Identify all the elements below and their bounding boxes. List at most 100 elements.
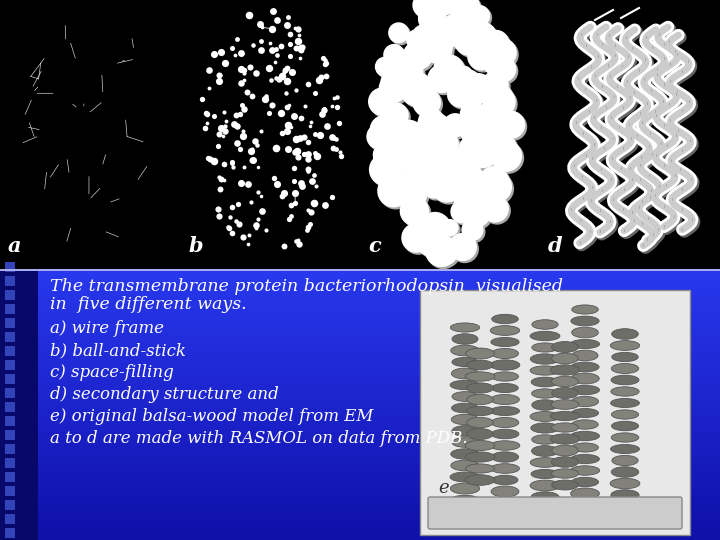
Circle shape xyxy=(429,70,448,87)
Circle shape xyxy=(448,0,467,17)
Ellipse shape xyxy=(451,414,479,424)
Bar xyxy=(0,523,720,529)
Circle shape xyxy=(462,199,492,230)
Bar xyxy=(5,430,15,440)
Circle shape xyxy=(380,162,404,186)
Circle shape xyxy=(418,163,443,188)
Ellipse shape xyxy=(452,392,478,401)
Bar xyxy=(0,355,720,362)
Circle shape xyxy=(384,45,404,65)
Circle shape xyxy=(418,230,444,256)
Bar xyxy=(0,436,720,443)
Circle shape xyxy=(471,8,492,28)
Bar xyxy=(0,528,720,535)
Ellipse shape xyxy=(467,417,493,428)
Circle shape xyxy=(483,173,513,204)
Circle shape xyxy=(454,6,480,32)
Circle shape xyxy=(406,158,423,174)
Circle shape xyxy=(400,197,428,225)
Circle shape xyxy=(461,138,488,165)
Circle shape xyxy=(467,112,485,130)
Circle shape xyxy=(456,66,472,82)
Circle shape xyxy=(409,32,429,52)
Text: c) space-filling: c) space-filling xyxy=(50,364,174,381)
Circle shape xyxy=(415,0,439,19)
Circle shape xyxy=(405,134,433,162)
Circle shape xyxy=(448,82,473,107)
Circle shape xyxy=(421,215,437,231)
Circle shape xyxy=(372,118,401,146)
Bar xyxy=(0,312,720,319)
Bar xyxy=(5,360,15,370)
Ellipse shape xyxy=(572,420,598,429)
Circle shape xyxy=(382,160,405,183)
Bar xyxy=(0,366,720,373)
Circle shape xyxy=(462,92,482,113)
Ellipse shape xyxy=(571,454,599,464)
Circle shape xyxy=(419,0,436,12)
Bar xyxy=(0,485,720,491)
Circle shape xyxy=(485,45,514,73)
Circle shape xyxy=(420,166,436,183)
Circle shape xyxy=(382,134,408,160)
Circle shape xyxy=(465,110,483,127)
Circle shape xyxy=(402,76,434,108)
Circle shape xyxy=(418,5,446,32)
Bar xyxy=(0,388,720,394)
Circle shape xyxy=(450,13,473,36)
Circle shape xyxy=(415,157,431,173)
Circle shape xyxy=(417,115,441,139)
Circle shape xyxy=(410,127,429,146)
Circle shape xyxy=(487,89,517,118)
Ellipse shape xyxy=(612,353,638,362)
Circle shape xyxy=(403,150,426,172)
Circle shape xyxy=(472,176,502,206)
Circle shape xyxy=(469,117,495,143)
Ellipse shape xyxy=(465,452,495,462)
Circle shape xyxy=(462,106,480,124)
Circle shape xyxy=(475,40,491,57)
Circle shape xyxy=(491,141,521,171)
Ellipse shape xyxy=(552,445,578,456)
Circle shape xyxy=(372,156,402,187)
Ellipse shape xyxy=(466,464,495,473)
Circle shape xyxy=(383,73,405,94)
Ellipse shape xyxy=(552,457,579,467)
Bar xyxy=(5,374,15,384)
Ellipse shape xyxy=(552,423,579,432)
Circle shape xyxy=(471,131,492,152)
Circle shape xyxy=(483,94,501,112)
Circle shape xyxy=(408,160,425,177)
Bar xyxy=(5,458,15,468)
Circle shape xyxy=(431,16,451,36)
Circle shape xyxy=(422,168,438,185)
Circle shape xyxy=(402,224,431,252)
Circle shape xyxy=(410,81,432,104)
Circle shape xyxy=(482,132,504,154)
Circle shape xyxy=(419,232,445,258)
Circle shape xyxy=(418,109,444,134)
Circle shape xyxy=(384,57,413,87)
Circle shape xyxy=(435,0,457,14)
Circle shape xyxy=(480,177,506,204)
Circle shape xyxy=(374,146,395,167)
Circle shape xyxy=(464,157,483,176)
Circle shape xyxy=(453,202,475,225)
Circle shape xyxy=(411,224,440,253)
Ellipse shape xyxy=(531,354,559,364)
Circle shape xyxy=(460,90,481,111)
Circle shape xyxy=(467,115,492,141)
Circle shape xyxy=(484,43,512,72)
Circle shape xyxy=(472,25,498,50)
Circle shape xyxy=(426,132,445,151)
Circle shape xyxy=(423,34,452,63)
Circle shape xyxy=(436,244,456,264)
Circle shape xyxy=(458,70,480,92)
Circle shape xyxy=(384,58,411,85)
Circle shape xyxy=(386,60,413,87)
Ellipse shape xyxy=(531,389,559,398)
Circle shape xyxy=(438,149,469,180)
Ellipse shape xyxy=(550,434,580,444)
Bar xyxy=(0,274,720,281)
Bar xyxy=(0,393,720,400)
